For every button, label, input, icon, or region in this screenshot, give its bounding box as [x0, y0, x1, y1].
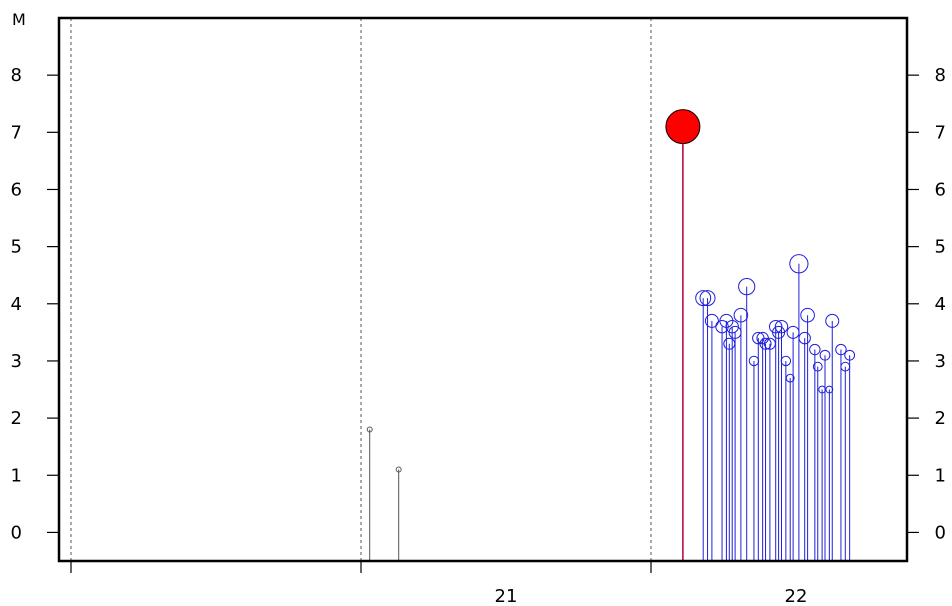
y-tick-label-right: 1 — [935, 465, 946, 486]
y-tick-label-right: 5 — [935, 237, 946, 258]
y-tick-label-left: 8 — [11, 65, 22, 86]
y-tick-label-left: 3 — [11, 351, 22, 372]
y-tick-label-right: 7 — [935, 122, 946, 143]
y-tick-label-right: 4 — [935, 294, 946, 315]
foreshocks-marker — [366, 426, 373, 433]
aftershocks-marker — [759, 337, 772, 350]
aftershocks-marker — [785, 373, 795, 383]
aftershocks-marker — [774, 319, 789, 334]
y-tick-label-right: 2 — [935, 408, 946, 429]
plot-frame — [57, 16, 909, 563]
y-tick-label-right: 0 — [935, 522, 946, 543]
y-tick-label-right: 8 — [935, 65, 946, 86]
aftershocks-marker — [723, 337, 736, 350]
aftershocks-marker — [825, 385, 834, 394]
aftershocks-marker — [780, 355, 792, 367]
aftershocks-marker — [819, 349, 831, 361]
aftershocks-marker — [715, 319, 729, 334]
y-tick-label-left: 6 — [11, 179, 22, 200]
aftershocks-marker — [789, 254, 809, 274]
event-markers — [366, 109, 856, 473]
axes: 21 220 01 12 23 34 45 56 67 78 8 — [11, 65, 946, 606]
x-tick-label: 22 — [785, 586, 808, 606]
aftershocks-marker — [840, 361, 851, 372]
aftershocks-marker — [728, 325, 742, 339]
aftershocks-marker — [809, 343, 821, 356]
aftershocks-marker — [835, 343, 847, 356]
y-tick-label-left: 2 — [11, 408, 22, 429]
x-tick-label: 21 — [495, 586, 518, 606]
grid-lines — [70, 18, 652, 561]
aftershocks-marker — [704, 313, 719, 328]
y-tick-label-left: 5 — [11, 237, 22, 258]
y-tick-label-right: 3 — [935, 351, 946, 372]
aftershocks-marker — [812, 361, 823, 372]
foreshocks-marker — [395, 466, 402, 473]
stem-lines — [369, 126, 851, 561]
y-tick-label-left: 0 — [11, 522, 22, 543]
mainshock-marker — [665, 109, 701, 145]
y-tick-label-left: 7 — [11, 122, 22, 143]
y-tick-label-right: 6 — [935, 179, 946, 200]
aftershocks-marker — [699, 290, 716, 307]
aftershocks-marker — [844, 349, 856, 361]
y-tick-label-left: 4 — [11, 294, 22, 315]
aftershocks-marker — [800, 307, 815, 323]
aftershocks-marker — [748, 355, 760, 367]
aftershocks-marker — [725, 319, 739, 334]
aftershocks-marker — [733, 307, 749, 323]
aftershocks-marker — [695, 290, 712, 307]
aftershocks-marker — [798, 331, 811, 345]
aftershocks-marker — [825, 313, 840, 328]
y-unit-label: M — [12, 10, 26, 29]
aftershocks-marker — [763, 337, 776, 350]
aftershocks-marker — [738, 278, 756, 296]
y-tick-label-left: 1 — [11, 465, 22, 486]
aftershocks-marker — [769, 319, 783, 334]
aftershocks-marker — [786, 325, 800, 339]
